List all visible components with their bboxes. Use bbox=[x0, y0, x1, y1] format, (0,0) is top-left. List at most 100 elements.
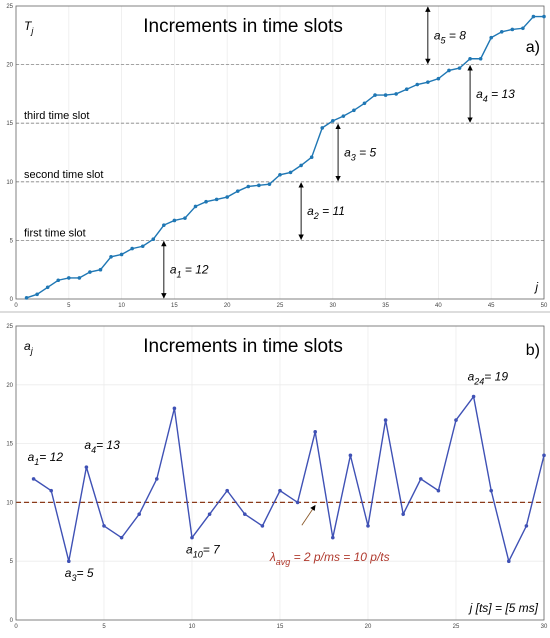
data-point bbox=[394, 92, 398, 96]
data-point bbox=[225, 195, 229, 199]
panel-a: first time slot second time slot third tim… bbox=[6, 4, 548, 309]
data-point bbox=[471, 394, 476, 399]
increment-label: a3 = 5 bbox=[344, 146, 376, 163]
y-tick-label: 15 bbox=[6, 121, 13, 127]
lambda-arrow bbox=[301, 504, 316, 526]
data-point bbox=[246, 184, 251, 189]
y-tick-label: 25 bbox=[6, 4, 13, 10]
data-point bbox=[257, 183, 261, 188]
x-tick-label: 45 bbox=[488, 303, 495, 309]
x-tick-label: 40 bbox=[435, 303, 442, 309]
data-point bbox=[383, 93, 388, 97]
data-point bbox=[299, 163, 303, 168]
x-axis-label: j bbox=[533, 280, 538, 294]
data-point bbox=[521, 26, 525, 31]
data-point bbox=[531, 14, 536, 19]
series-line bbox=[33, 394, 545, 564]
data-point bbox=[362, 101, 367, 106]
data-point bbox=[348, 453, 353, 458]
data-point bbox=[56, 278, 61, 283]
data-point bbox=[225, 488, 229, 493]
y-tick-label: 5 bbox=[10, 559, 14, 565]
data-point bbox=[288, 170, 293, 175]
y-tick-label: 10 bbox=[6, 180, 13, 186]
plot-frame bbox=[15, 5, 545, 300]
data-point bbox=[331, 119, 335, 123]
data-point bbox=[331, 535, 335, 540]
plot-frame bbox=[15, 325, 545, 621]
data-point bbox=[31, 477, 36, 481]
lambda-label: λavg = 2 p/ms = 10 p/ts bbox=[269, 550, 390, 567]
x-tick-label: 25 bbox=[277, 303, 284, 309]
data-point bbox=[140, 244, 145, 249]
panel-label: a) bbox=[526, 39, 540, 56]
data-point bbox=[404, 87, 409, 92]
x-tick-label: 50 bbox=[541, 303, 548, 309]
data-point bbox=[45, 285, 50, 290]
y-tick-label: 20 bbox=[6, 63, 13, 69]
data-point bbox=[183, 216, 187, 220]
increment-label: a1 = 12 bbox=[170, 263, 209, 280]
x-tick-label: 20 bbox=[365, 624, 372, 630]
data-point bbox=[137, 512, 141, 516]
data-point bbox=[454, 418, 458, 422]
data-point bbox=[436, 488, 441, 493]
data-point bbox=[542, 453, 546, 458]
data-point bbox=[204, 199, 208, 204]
data-point bbox=[162, 223, 166, 227]
data-point bbox=[524, 524, 529, 528]
point-label: a10= 7 bbox=[186, 543, 221, 560]
data-point bbox=[489, 488, 494, 493]
data-point bbox=[172, 406, 177, 411]
data-point bbox=[119, 535, 124, 540]
x-tick-label: 30 bbox=[329, 303, 336, 309]
data-point bbox=[88, 270, 92, 274]
data-point bbox=[478, 56, 483, 61]
data-point bbox=[468, 56, 472, 61]
y-tick-label: 5 bbox=[10, 238, 14, 244]
data-point bbox=[447, 68, 451, 73]
data-point bbox=[383, 418, 388, 422]
data-point bbox=[67, 559, 71, 563]
x-tick-label: 15 bbox=[277, 624, 284, 630]
data-point bbox=[415, 82, 420, 87]
data-point bbox=[436, 76, 441, 81]
data-point bbox=[260, 524, 265, 528]
data-point bbox=[373, 93, 377, 97]
data-point bbox=[49, 488, 53, 493]
data-point bbox=[341, 114, 346, 118]
y-axis-label: Tj bbox=[24, 19, 34, 36]
x-tick-label: 15 bbox=[171, 303, 178, 309]
data-point bbox=[309, 155, 314, 159]
data-point bbox=[457, 66, 462, 70]
series-line bbox=[26, 15, 544, 299]
data-point bbox=[419, 477, 423, 481]
y-tick-label: 25 bbox=[6, 324, 13, 330]
data-point bbox=[35, 292, 39, 297]
y-tick-label: 20 bbox=[6, 383, 13, 389]
y-tick-label: 0 bbox=[10, 297, 14, 303]
x-tick-label: 25 bbox=[453, 624, 460, 630]
slot-label: first time slot bbox=[24, 227, 86, 239]
panel-label: b) bbox=[526, 342, 540, 359]
data-point bbox=[155, 477, 159, 481]
chart-title: Increments in time slots bbox=[143, 16, 343, 37]
increment-label: a2 = 11 bbox=[307, 204, 345, 221]
slot-label: second time slot bbox=[24, 169, 103, 181]
y-tick-label: 10 bbox=[6, 500, 13, 506]
x-tick-label: 5 bbox=[102, 624, 106, 630]
chart-title: Increments in time slots bbox=[143, 336, 343, 357]
data-point bbox=[193, 204, 198, 209]
data-point bbox=[313, 430, 318, 434]
point-label: a4= 13 bbox=[84, 438, 120, 455]
data-point bbox=[24, 296, 29, 300]
data-point bbox=[489, 35, 494, 40]
data-point bbox=[214, 197, 219, 202]
data-point bbox=[243, 512, 247, 516]
data-point bbox=[84, 465, 89, 469]
data-point bbox=[352, 108, 356, 113]
data-point bbox=[426, 80, 430, 84]
data-point bbox=[109, 255, 113, 259]
data-point bbox=[190, 535, 194, 540]
data-point bbox=[542, 14, 546, 19]
